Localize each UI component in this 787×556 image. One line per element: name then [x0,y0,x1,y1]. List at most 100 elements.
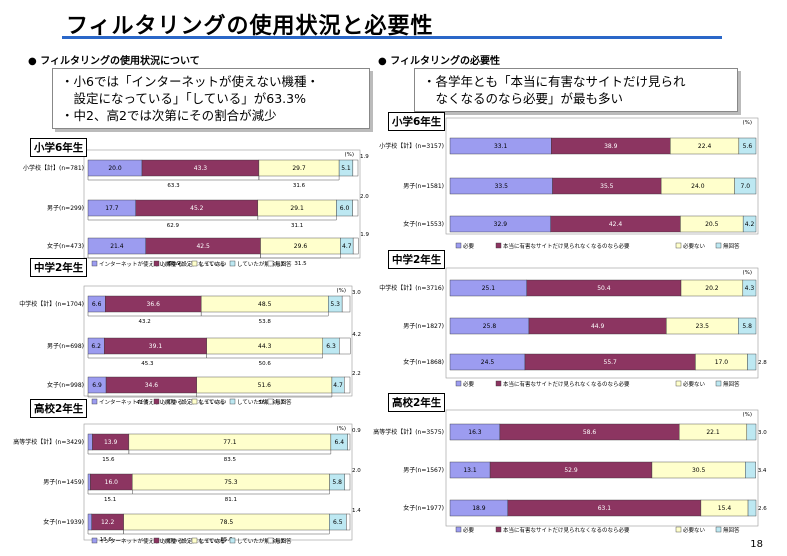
legend-label: していたが解除した [237,537,286,545]
bracket-line [200,312,329,317]
right-bullet-2: なくなるのなら必要」が最も多い [423,91,624,106]
bar-value-label: 34.6 [145,382,159,389]
bar-value-label: 1.9 [360,232,369,238]
legend-label: 無回答 [275,260,292,268]
legend-swatch [153,537,160,544]
bar-value-label: 7.0 [741,183,751,190]
legend-swatch [91,537,98,544]
legend-swatch [153,260,160,267]
legend-label: インターネットが使えない機種・設定になっている [99,537,225,545]
bar-segment [734,177,757,195]
legend-swatch [191,398,198,405]
bar-segment [87,473,91,491]
legend-swatch [91,398,98,405]
bar-segment [352,237,359,255]
legend-swatch [191,260,198,267]
legend-swatch [675,526,682,533]
legend-label: 必要 [463,242,475,250]
bar-segment [339,337,351,355]
bar-segment [738,317,757,335]
legend-label: 本当に有害なサイトだけ見られなくなるのなら必要 [503,526,630,534]
legend-label: 必要 [463,380,475,388]
bracket-value-label: 63.3 [167,183,180,189]
category-label: 男子(n=1459) [43,479,84,486]
bracket-line [132,490,330,495]
bracket-line [87,216,259,221]
bar-segment [87,513,92,531]
bracket-value-label: 31.1 [291,223,303,229]
bar-value-label: 3.0 [758,430,767,436]
bar-value-label: 42.5 [196,243,210,250]
right-section-heading: ● フィルタリングの必要性 [378,56,501,67]
bar-value-label: 51.6 [258,382,272,389]
bracket-value-label: 43.2 [138,319,150,325]
bar-value-label: 30.5 [692,467,706,474]
bar-segment [746,423,757,441]
bar-value-label: 6.0 [340,205,350,212]
bar-value-label: 6.5 [333,519,343,526]
category-label: 小学校【計】(n=781) [23,164,84,172]
bar-value-label: 36.6 [147,301,161,308]
legend-swatch [267,537,274,544]
bar-value-label: 21.4 [110,243,124,250]
bar-value-label: 58.6 [583,429,597,436]
legend-swatch [153,398,160,405]
bar-value-label: 4.2 [352,332,361,338]
category-label: 高等学校【計】(n=3575) [373,428,444,436]
bracket-value-label: 31.5 [294,261,307,267]
bar-value-label: 38.9 [604,143,618,150]
bracket-line [87,490,133,495]
bracket-line [257,216,337,221]
bar-value-label: 6.2 [91,343,101,350]
legend-label: 無回答 [723,242,740,250]
category-label: 女子(n=1939) [43,518,84,526]
category-label: 高等学校【計】(n=3429) [13,438,84,446]
bar-value-label: 0.9 [352,428,361,434]
bar-value-label: 25.1 [482,285,496,292]
bar-value-label: 20.2 [705,285,719,292]
bar-value-label: 32.9 [494,221,508,228]
bar-segment [344,473,351,491]
bar-segment [344,376,351,394]
legend-label: 必要ない [683,242,706,250]
bar-value-label: 1.4 [352,508,361,514]
bar-segment [742,215,757,233]
percent-unit-label: (%) [336,426,346,432]
chart-frame [83,423,353,541]
bracket-value-label: 85.0 [220,537,233,543]
legend-swatch [675,242,682,249]
left-section-heading: ● フィルタリングの使用状況について [28,56,200,67]
bar-segment [747,353,757,371]
percent-unit-label: (%) [742,120,752,126]
bar-segment [352,159,359,177]
category-label: 女子(n=1977) [403,504,444,512]
bar-value-label: 4.7 [342,243,352,250]
bar-value-label: 3.4 [758,468,767,474]
legend-label: 本当に有害なサイトだけ見られなくなるのなら必要 [503,380,630,388]
legend-label: 無回答 [723,526,740,534]
bar-value-label: 39.1 [149,343,163,350]
chart-frame [445,117,759,235]
bar-value-label: 13.1 [463,467,477,474]
chart-frame [445,409,759,527]
bar-value-label: 5.6 [743,143,753,150]
legend-swatch [229,398,236,405]
bar-value-label: 2.6 [758,506,767,512]
bracket-line [87,530,124,535]
bar-value-label: 25.8 [483,323,497,330]
bar-value-label: 44.3 [258,343,272,350]
bracket-value-label: 81.1 [225,497,237,503]
legend-swatch [715,242,722,249]
legend-swatch [191,537,198,544]
bar-value-label: 3.0 [352,290,361,296]
bar-value-label: 4.7 [333,382,343,389]
left-bullet-box: ・小6では「インターネットが使えない機種・ 設定になっている」「している」が63… [52,68,370,129]
category-label: 男子(n=1827) [403,323,444,330]
legend-swatch [267,260,274,267]
bar-value-label: 12.2 [101,519,115,526]
bracket-value-label: 50.6 [259,361,272,367]
bar-value-label: 29.6 [294,243,308,250]
bar-value-label: 78.5 [220,519,234,526]
bar-value-label: 18.9 [472,505,486,512]
